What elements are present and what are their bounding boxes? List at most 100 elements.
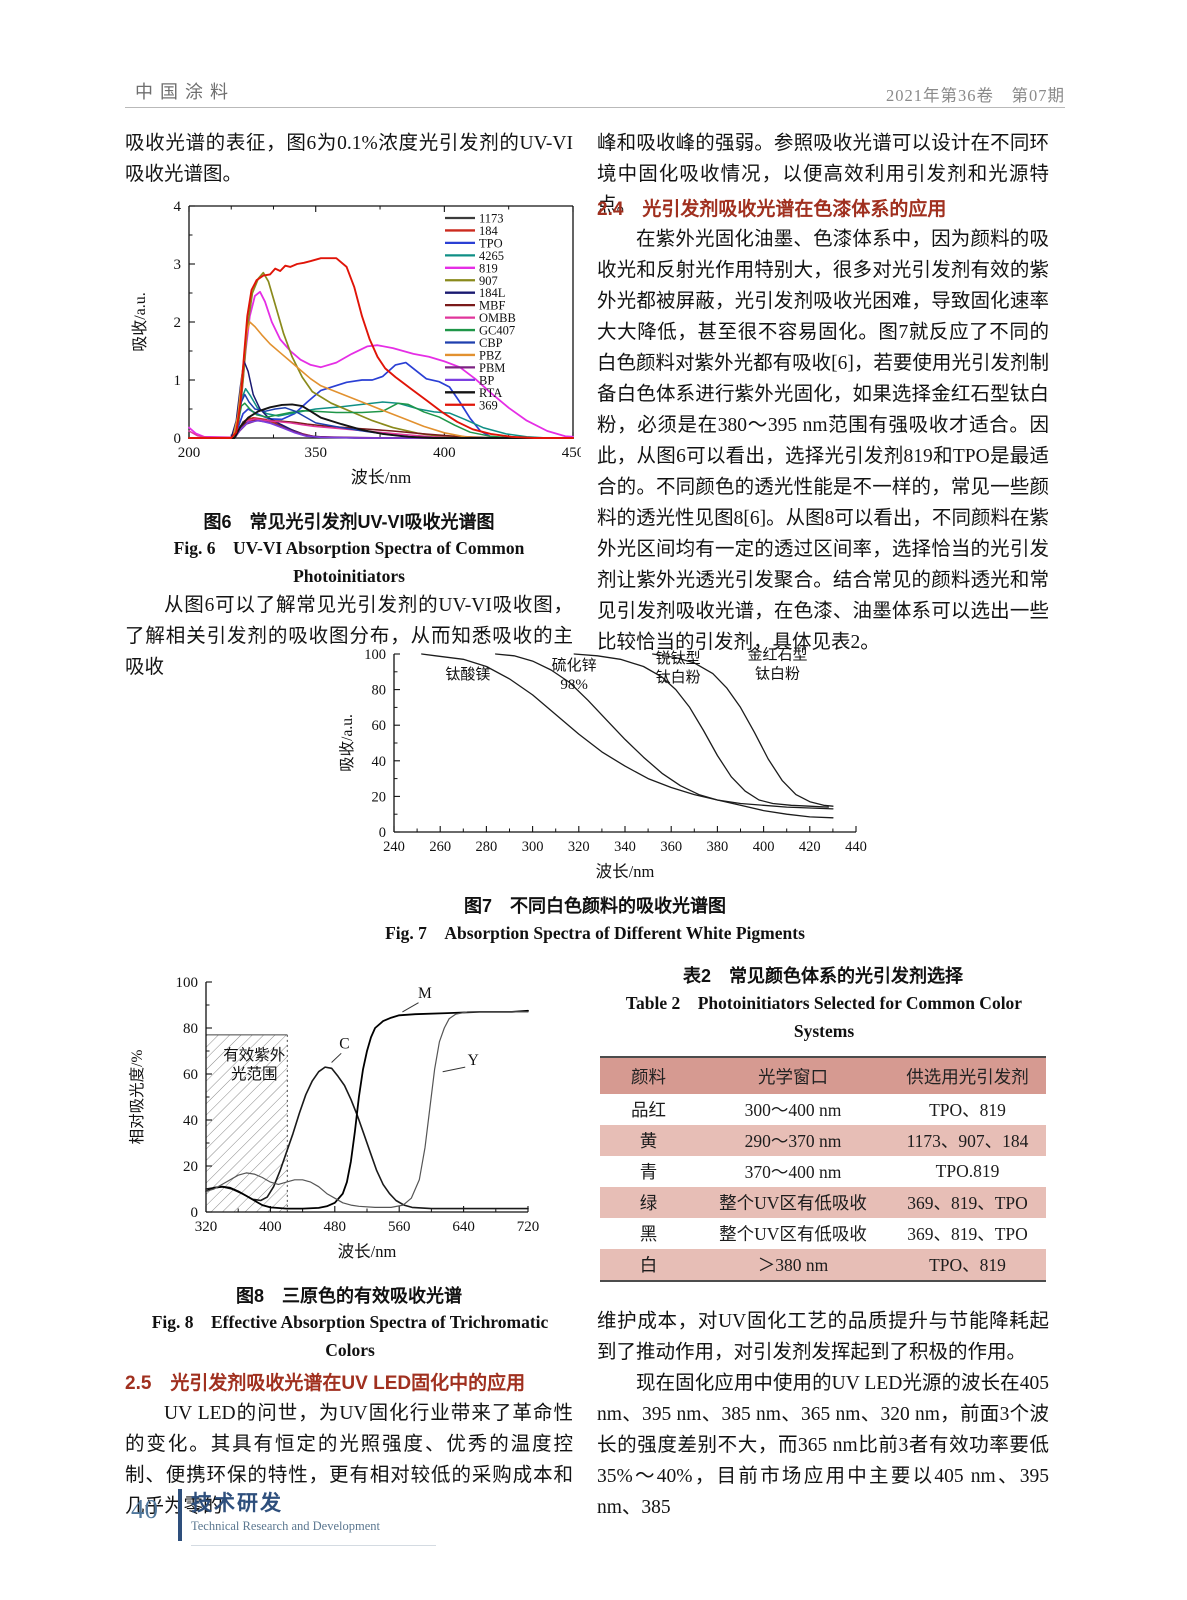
header-rule (125, 107, 1065, 108)
fig6-caption-en: Fig. 6 UV-VI Absorption Spectra of Commo… (173, 538, 525, 586)
table-header-cell: 光学窗口 (758, 1066, 828, 1087)
svg-text:M: M (418, 985, 432, 1002)
table-header-row: 颜料 光学窗口 供选用光引发剂 (600, 1057, 1046, 1094)
svg-text:400: 400 (433, 445, 456, 461)
svg-text:260: 260 (429, 839, 451, 855)
svg-text:40: 40 (372, 754, 387, 770)
svg-text:184L: 184L (479, 286, 505, 300)
paragraph-right-3b: 现在固化应用中使用的UV LED光源的波长在405 nm、395 nm、385 … (597, 1373, 1049, 1518)
svg-text:184: 184 (479, 224, 499, 238)
svg-text:钛白粉: 钛白粉 (656, 669, 701, 686)
svg-text:钛酸镁: 钛酸镁 (445, 666, 490, 683)
svg-text:光范围: 光范围 (231, 1065, 278, 1083)
table-cell: 1173、907、184 (906, 1131, 1029, 1151)
table-row: 品红 300～400 nm TPO、819 (600, 1094, 1046, 1125)
svg-text:480: 480 (324, 1219, 347, 1235)
paragraph-right-3a: 维护成本，对UV固化工艺的品质提升与节能降耗起到了推动作用，对引发剂发挥起到了积… (597, 1311, 1049, 1363)
table-cell: TPO、819 (929, 1100, 1006, 1120)
svg-text:C: C (339, 1036, 349, 1053)
table-cell: 300～400 nm (744, 1100, 842, 1120)
svg-text:60: 60 (183, 1067, 198, 1083)
svg-text:40: 40 (183, 1113, 198, 1129)
fig6-svg: 200 350 400 450 0 1 2 3 4 波长/nm 吸收/a.u. 1173184TPO4… (131, 199, 584, 487)
svg-text:1: 1 (174, 373, 182, 389)
svg-text:波长/nm: 波长/nm (596, 862, 655, 881)
table-row: 白 ＞380 nm TPO、819 (600, 1249, 1046, 1281)
svg-text:400: 400 (259, 1219, 282, 1235)
table-cell: ＞380 nm (757, 1255, 829, 1275)
fig8-caption-zh: 图8 三原色的有效吸收光谱 (235, 1286, 462, 1306)
svg-text:BP: BP (479, 373, 494, 387)
svg-text:420: 420 (799, 839, 821, 855)
svg-text:PBZ: PBZ (479, 348, 502, 362)
svg-text:有效紫外: 有效紫外 (223, 1046, 285, 1064)
svg-text:波长/nm: 波长/nm (351, 468, 411, 487)
svg-text:819: 819 (479, 261, 498, 275)
svg-text:0: 0 (191, 1205, 199, 1221)
svg-text:200: 200 (178, 445, 201, 461)
fig7-caption-zh: 图7 不同白色颜料的吸收光谱图 (463, 896, 726, 916)
table-cell: 整个UV区有低吸收 (719, 1193, 867, 1213)
svg-text:硫化锌: 硫化锌 (552, 657, 597, 674)
svg-text:GC407: GC407 (479, 324, 515, 338)
table-row: 黑 整个UV区有低吸收 369、819、TPO (600, 1218, 1046, 1249)
svg-text:金红石型: 金红石型 (747, 646, 807, 663)
table-cell: 白 (639, 1255, 658, 1275)
table2-title-zh: 表2 常见颜色体系的光引发剂选择 (682, 966, 963, 986)
svg-text:98%: 98% (560, 677, 588, 693)
svg-text:369: 369 (479, 398, 498, 412)
table-cell: 369、819、TPO (907, 1224, 1028, 1244)
svg-text:MBF: MBF (479, 299, 505, 313)
svg-text:450: 450 (562, 445, 581, 461)
table-row: 绿 整个UV区有低吸收 369、819、TPO (600, 1187, 1046, 1218)
svg-text:340: 340 (614, 839, 636, 855)
table-cell: TPO.819 (935, 1161, 1000, 1181)
svg-text:440: 440 (845, 839, 867, 855)
svg-text:100: 100 (176, 975, 199, 991)
issue-info: 2021年第36卷 第07期 (886, 86, 1065, 105)
svg-text:100: 100 (364, 647, 386, 663)
fig7-chart: 240 260 280 300 320 340 360 380 400 420 440 0 20 40 60… (336, 646, 868, 895)
svg-text:2: 2 (174, 315, 182, 331)
table-row: 青 370～400 nm TPO.819 (600, 1156, 1046, 1187)
svg-text:280: 280 (476, 839, 498, 855)
table2-title-en: Table 2 Photoinitiators Selected for Com… (625, 993, 1023, 1041)
svg-text:350: 350 (304, 445, 327, 461)
svg-text:OMBB: OMBB (479, 311, 516, 325)
footer-divider-bar (178, 1489, 182, 1541)
paragraph-left-1: 吸收光谱的表征，图6为0.1%浓度光引发剂的UV-VI吸收光谱图。 (125, 133, 573, 185)
fig7-caption-en: Fig. 7 Absorption Spectra of Different W… (385, 923, 805, 943)
fig6-chart: 200 350 400 450 0 1 2 3 4 波长/nm 吸收/a.u. 1173 184 TPO 4… (129, 194, 584, 507)
paragraph-right-2: 在紫外光固化油墨、色漆体系中，因为颜料的吸收光和反射光作用特别大，很多对光引发剂… (597, 229, 1049, 653)
svg-text:320: 320 (568, 839, 590, 855)
svg-text:360: 360 (660, 839, 682, 855)
svg-text:RTA: RTA (479, 386, 502, 400)
svg-text:TPO: TPO (479, 236, 503, 250)
svg-text:720: 720 (517, 1219, 540, 1235)
paragraph-right-1: 峰和吸收峰的强弱。参照吸收光谱可以设计在不同环境中固化吸收情况，以便高效利用引发… (597, 133, 1049, 216)
page-number: 40 (131, 1494, 158, 1524)
table-head: 颜料 光学窗口 供选用光引发剂 (600, 1057, 1046, 1094)
svg-text:640: 640 (452, 1219, 475, 1235)
svg-text:560: 560 (388, 1219, 411, 1235)
table-cell: 369、819、TPO (907, 1193, 1028, 1213)
table-cell: 290～370 nm (744, 1131, 842, 1151)
svg-text:20: 20 (183, 1159, 198, 1175)
table2: 颜料 光学窗口 供选用光引发剂 品红 300～400 nm TPO、819 黄 290～37… (600, 1056, 1046, 1282)
table-header-cell: 供选用光引发剂 (906, 1066, 1029, 1087)
svg-text:0: 0 (379, 825, 386, 841)
svg-text:320: 320 (195, 1219, 218, 1235)
table-cell: 品红 (631, 1100, 666, 1120)
fig6-caption-zh: 图6 常见光引发剂UV-VI吸收光谱图 (203, 512, 495, 532)
table-cell: 青 (639, 1162, 658, 1182)
svg-text:80: 80 (372, 683, 387, 699)
fig8-chart: 有效紫外 光范围 320 400 480 560 640 720 0 20 40 60 80 100 波长/… (126, 946, 540, 1269)
svg-text:锐钛型: 锐钛型 (656, 650, 701, 667)
svg-text:PBM: PBM (479, 361, 505, 375)
svg-text:60: 60 (372, 718, 387, 734)
photoinitiator-table: 颜料 光学窗口 供选用光引发剂 品红 300～400 nm TPO、819 黄 290～37… (600, 1056, 1046, 1282)
svg-text:吸收/a.u.: 吸收/a.u. (131, 292, 149, 352)
svg-text:3: 3 (174, 257, 182, 273)
paragraph-left-3: UV LED的问世，为UV固化行业带来了革命性的变化。其具有恒定的光照强度、优秀… (125, 1403, 573, 1517)
table-cell: 370～400 nm (744, 1162, 842, 1182)
